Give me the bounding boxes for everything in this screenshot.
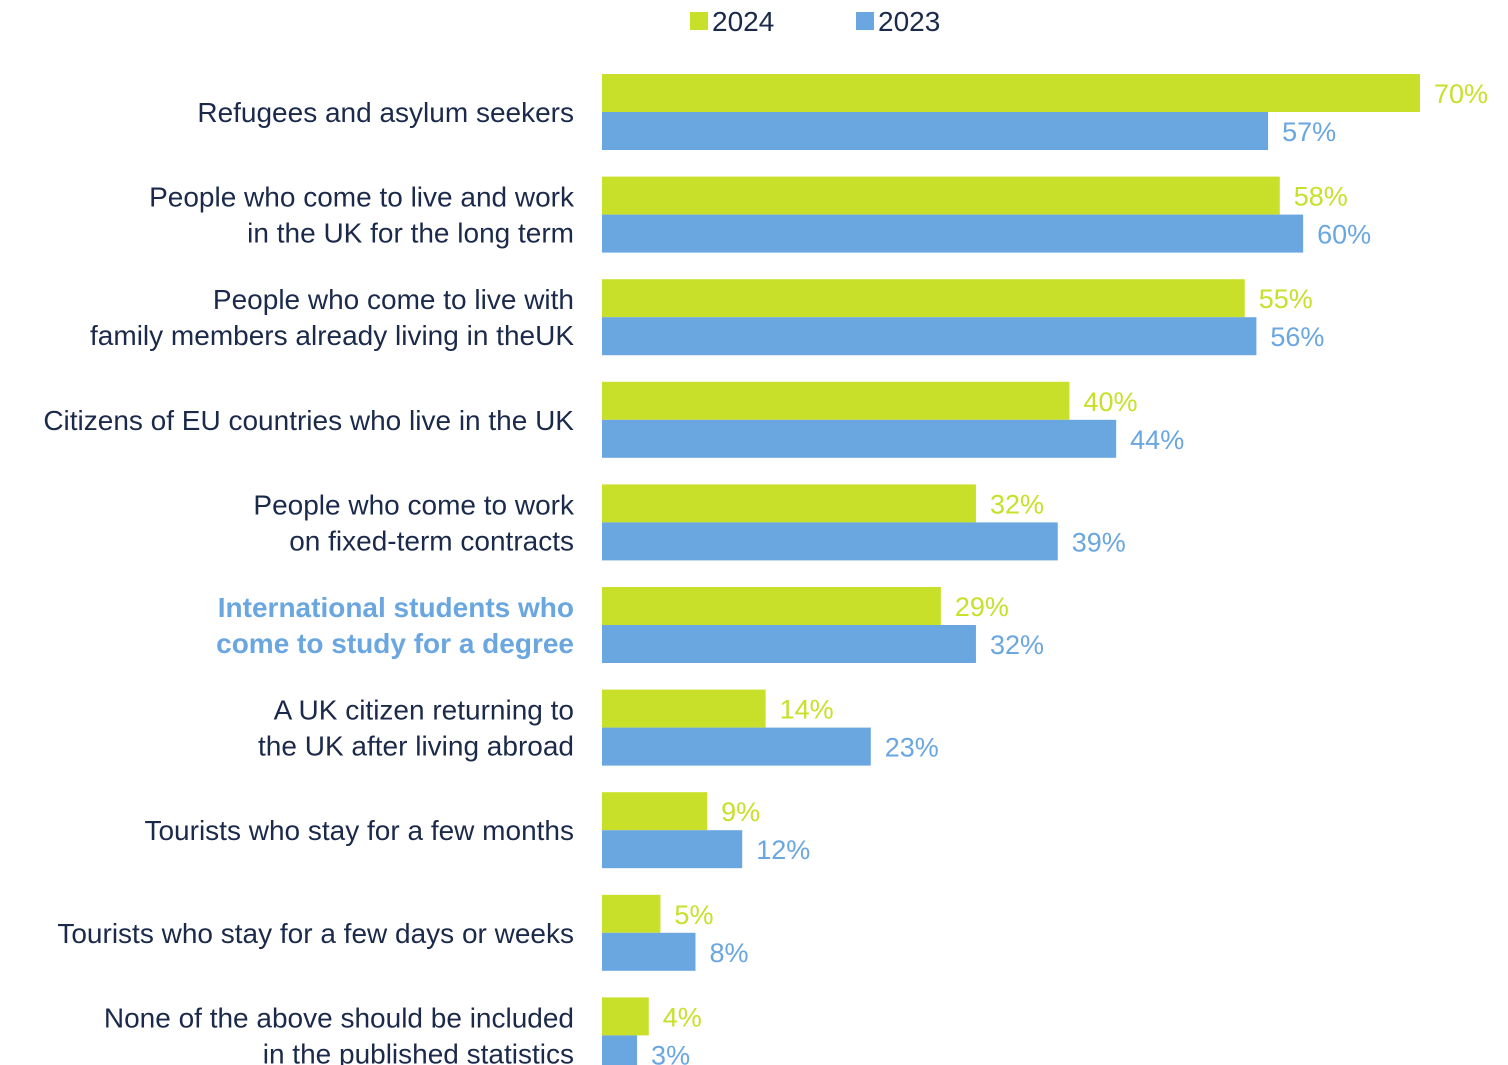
data-label-2024-4: 32% xyxy=(990,489,1044,519)
bar-2023-2 xyxy=(602,317,1257,356)
category-label-0-line-0: Refugees and asylum seekers xyxy=(197,97,574,128)
category-label-1-line-1: in the UK for the long term xyxy=(247,218,574,249)
data-label-2024-9: 4% xyxy=(663,1002,702,1032)
legend-swatch-2023 xyxy=(856,12,874,30)
data-label-2024-6: 14% xyxy=(780,695,834,725)
bar-2023-4 xyxy=(602,522,1058,561)
data-label-2023-5: 32% xyxy=(990,630,1044,660)
category-labels: Refugees and asylum seekers People who co… xyxy=(43,97,575,1065)
bar-2023-3 xyxy=(602,419,1117,458)
value-labels: 70% 57% 58% 60% 55% 56% 40% 44% 32% 39% 29% 32% 14% 2… xyxy=(651,79,1488,1065)
bar-2023-9 xyxy=(602,1035,638,1065)
category-label-2-line-0: People who come to live with xyxy=(213,284,574,315)
legend-swatch-2024 xyxy=(690,12,708,30)
data-label-2024-0: 70% xyxy=(1434,79,1488,109)
bar-2024-9 xyxy=(602,997,649,1036)
category-label-7-line-0: Tourists who stay for a few months xyxy=(144,815,574,846)
data-label-2024-1: 58% xyxy=(1294,182,1348,212)
category-label-5-line-0: International students who xyxy=(218,592,574,623)
category-label-6-line-1: the UK after living abroad xyxy=(258,731,574,762)
legend-label-2023: 2023 xyxy=(878,6,940,37)
data-label-2024-7: 9% xyxy=(721,797,760,827)
data-label-2023-7: 12% xyxy=(756,835,810,865)
category-label-4-line-0: People who come to work xyxy=(253,489,575,520)
bar-2024-4 xyxy=(602,484,976,523)
data-label-2023-2: 56% xyxy=(1270,322,1324,352)
category-label-5-line-1: come to study for a degree xyxy=(216,628,574,659)
bars xyxy=(602,74,1420,1065)
category-label-6-line-0: A UK citizen returning to xyxy=(274,695,574,726)
category-label-9-line-0: None of the above should be included xyxy=(104,1002,574,1033)
category-label-3-line-0: Citizens of EU countries who live in the… xyxy=(43,405,574,436)
bar-2024-5 xyxy=(602,587,941,625)
legend-label-2024: 2024 xyxy=(712,6,774,37)
category-label-8-line-0: Tourists who stay for a few days or week… xyxy=(57,918,574,949)
bar-2023-8 xyxy=(602,932,696,971)
category-label-9-line-1: in the published statistics xyxy=(263,1038,574,1065)
bar-2024-7 xyxy=(602,792,708,831)
bar-2024-3 xyxy=(602,381,1070,420)
data-label-2024-2: 55% xyxy=(1259,284,1313,314)
bar-2023-0 xyxy=(602,112,1269,150)
data-label-2023-8: 8% xyxy=(709,938,748,968)
bar-2024-6 xyxy=(602,689,766,728)
category-label-2-line-1: family members already living in theUK xyxy=(90,320,574,351)
data-label-2023-9: 3% xyxy=(651,1040,690,1065)
category-label-4-line-1: on fixed-term contracts xyxy=(289,525,574,556)
data-label-2023-0: 57% xyxy=(1282,117,1336,147)
bar-2023-5 xyxy=(602,625,976,663)
bar-2023-7 xyxy=(602,830,743,869)
data-label-2023-4: 39% xyxy=(1072,527,1126,557)
data-label-2024-3: 40% xyxy=(1083,387,1137,417)
category-label-1-line-0: People who come to live and work xyxy=(149,182,575,213)
legend: 2024 2023 xyxy=(690,6,940,37)
data-label-2024-5: 29% xyxy=(955,592,1009,622)
data-label-2023-3: 44% xyxy=(1130,425,1184,455)
bar-2023-6 xyxy=(602,727,871,766)
bar-2023-1 xyxy=(602,214,1304,253)
bar-2024-2 xyxy=(602,279,1245,318)
bar-2024-0 xyxy=(602,74,1420,112)
bar-2024-1 xyxy=(602,176,1280,215)
data-label-2023-1: 60% xyxy=(1317,220,1371,250)
data-label-2023-6: 23% xyxy=(885,733,939,763)
data-label-2024-8: 5% xyxy=(674,900,713,930)
bar-2024-8 xyxy=(602,894,661,933)
